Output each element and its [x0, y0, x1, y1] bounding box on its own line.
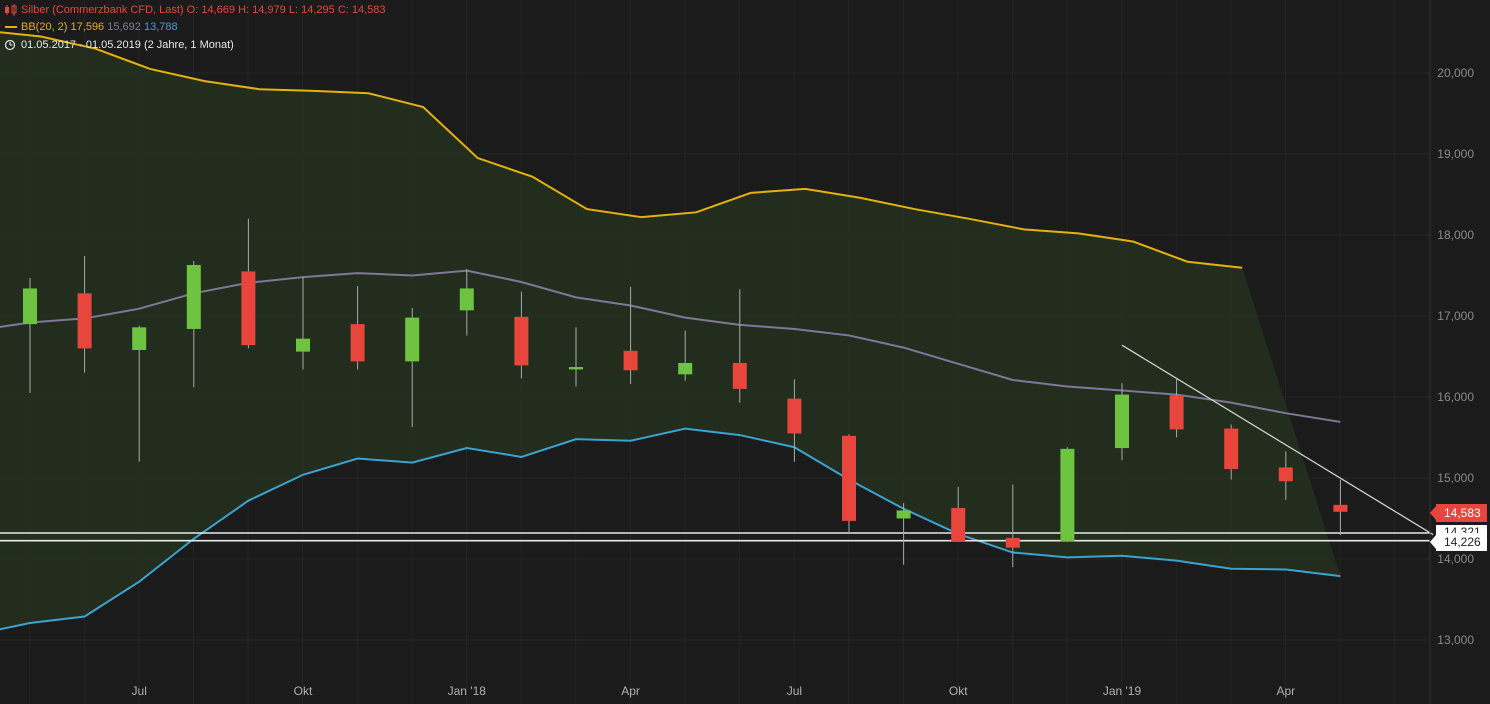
bb-mid-line: [0, 269, 1341, 423]
legend-indicator-row: BB(20, 2) 17,596 15,692 13,788: [4, 20, 178, 34]
candle-body-2017-10[interactable]: [296, 338, 310, 352]
candle-body-2017-07[interactable]: [132, 327, 147, 351]
bb-mid-value: 15,692: [107, 21, 141, 33]
candle-body-2018-06[interactable]: [732, 362, 747, 389]
candle-body-2017-09[interactable]: [241, 271, 256, 346]
candle-body-2018-09[interactable]: [896, 510, 911, 519]
candle-body-2018-08[interactable]: [842, 435, 856, 521]
y-tick-label: 20,000: [1437, 66, 1474, 80]
close-label: C:: [337, 4, 349, 16]
candle-body-2018-02[interactable]: [514, 316, 529, 366]
date-range: 01.05.2017 - 01.05.2019: [21, 39, 141, 51]
x-tick-label: Jan '19: [1103, 684, 1142, 698]
close-value: 14,583: [351, 4, 386, 16]
y-tick-label: 15,000: [1437, 471, 1474, 485]
candle-body-2019-01[interactable]: [1115, 394, 1129, 449]
candle-body-2019-04[interactable]: [1278, 467, 1293, 482]
bb-upper-line: [0, 24, 1243, 269]
open-value: 14,669: [201, 4, 235, 16]
low-value: 14,295: [301, 4, 335, 16]
bb-upper-value: 17,596: [70, 21, 105, 33]
high-value: 14,979: [252, 4, 286, 16]
candle-body-2017-12[interactable]: [405, 317, 420, 362]
legend-range-row: 01.05.2017 - 01.05.2019 (2 Jahre, 1 Mona…: [4, 38, 234, 52]
date-range-detail: (2 Jahre, 1 Monat): [143, 39, 234, 51]
y-tick-label: 13,000: [1437, 633, 1474, 647]
candle-body-2018-01[interactable]: [459, 288, 474, 311]
trendline[interactable]: [1121, 344, 1434, 536]
candle-body-2019-03[interactable]: [1224, 428, 1239, 470]
candle-body-2018-11[interactable]: [1005, 537, 1020, 548]
y-tick-label: 16,000: [1437, 390, 1474, 404]
x-tick-label: Apr: [621, 684, 640, 698]
candle-body-2019-02[interactable]: [1169, 395, 1184, 430]
x-tick-label: Okt: [294, 684, 313, 698]
candle-body-2018-04[interactable]: [623, 350, 638, 371]
candle-body-2019-05[interactable]: [1333, 504, 1348, 512]
open-label: O:: [186, 4, 199, 16]
last-price-tag: 14,583: [1430, 504, 1487, 522]
candle-body-2018-05[interactable]: [678, 362, 693, 375]
legend-instrument-row: Silber (Commerzbank CFD, Last) O: 14,669…: [4, 3, 386, 17]
y-tick-label: 14,000: [1437, 552, 1474, 566]
high-label: H:: [238, 4, 250, 16]
candle-body-2017-05[interactable]: [23, 288, 37, 325]
bb-lower-value: 13,788: [143, 21, 178, 33]
candle-body-2018-07[interactable]: [787, 398, 802, 434]
low-label: L:: [288, 4, 299, 16]
clock-icon: [4, 39, 16, 51]
x-tick-label: Okt: [949, 684, 968, 698]
candle-body-2017-06[interactable]: [77, 293, 92, 349]
y-tick-label: 19,000: [1437, 147, 1474, 161]
hline-price-tag-2: 14,226: [1430, 533, 1487, 551]
instrument-name: Silber (Commerzbank CFD, Last): [21, 4, 184, 16]
candle-body-2018-12[interactable]: [1060, 448, 1075, 542]
indicator-name: BB(20, 2): [21, 21, 68, 33]
candle-body-2018-03[interactable]: [569, 367, 583, 370]
y-tick-label: 18,000: [1437, 228, 1474, 242]
candle-body-2018-10[interactable]: [951, 507, 966, 542]
bollinger-band-fill: [0, 24, 1341, 630]
candle-body-2017-08[interactable]: [186, 264, 201, 329]
line-swatch-icon: [5, 26, 17, 29]
x-tick-label: Jan '18: [448, 684, 487, 698]
x-tick-label: Apr: [1276, 684, 1295, 698]
candlestick-icon: [5, 4, 17, 17]
y-tick-label: 17,000: [1437, 309, 1474, 323]
x-tick-label: Jul: [787, 684, 802, 698]
candle-body-2017-11[interactable]: [350, 324, 365, 362]
x-tick-label: Jul: [132, 684, 147, 698]
